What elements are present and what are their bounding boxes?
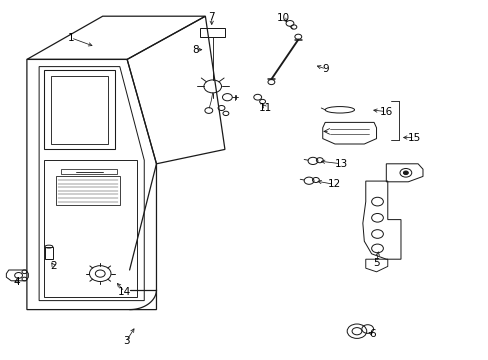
Text: 1: 1 <box>67 33 74 43</box>
Text: 8: 8 <box>192 45 199 55</box>
Text: 12: 12 <box>326 179 340 189</box>
Text: 9: 9 <box>322 64 329 74</box>
Text: 16: 16 <box>379 107 392 117</box>
Bar <box>200 28 224 37</box>
Text: 15: 15 <box>407 132 421 143</box>
Text: 14: 14 <box>118 287 131 297</box>
Text: 3: 3 <box>122 336 129 346</box>
Text: 6: 6 <box>368 329 375 339</box>
Text: 11: 11 <box>258 103 272 113</box>
Text: 2: 2 <box>50 261 57 271</box>
Text: 7: 7 <box>208 12 215 22</box>
Text: 13: 13 <box>334 159 347 169</box>
Circle shape <box>403 171 407 175</box>
Bar <box>45 247 53 259</box>
Text: 5: 5 <box>372 258 379 268</box>
Text: 10: 10 <box>277 13 289 23</box>
Text: 4: 4 <box>14 276 20 287</box>
